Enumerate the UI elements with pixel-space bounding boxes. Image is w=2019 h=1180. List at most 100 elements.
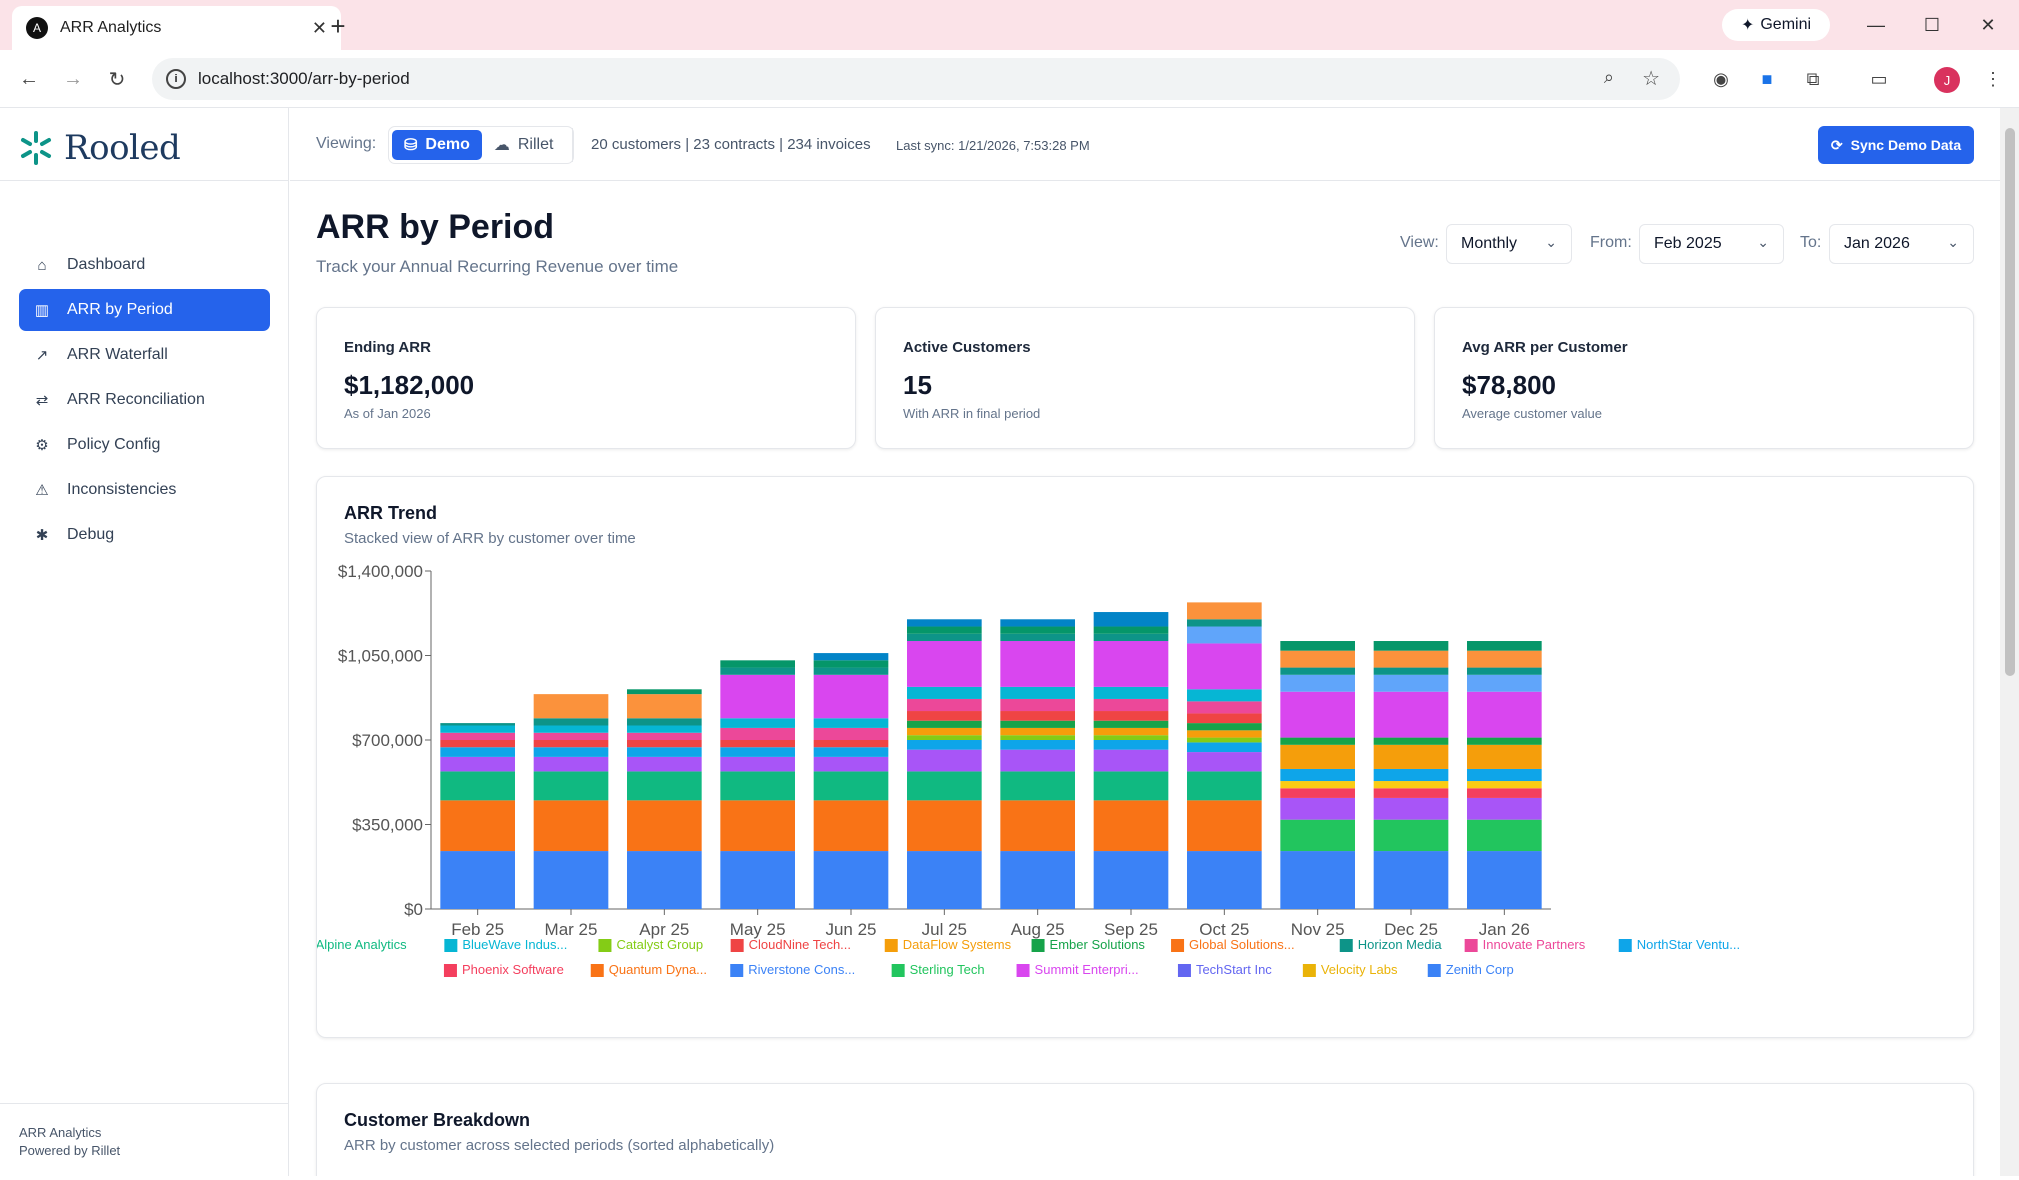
bar-segment bbox=[1467, 737, 1542, 745]
bar-segment bbox=[533, 725, 609, 733]
legend-label: Sterling Tech bbox=[910, 962, 985, 977]
minimize-window-button[interactable]: — bbox=[1867, 14, 1885, 35]
y-tick-label: $1,050,000 bbox=[338, 647, 423, 666]
legend-label: TechStart Inc bbox=[1196, 962, 1272, 977]
bar-segment bbox=[1093, 851, 1169, 909]
card-note: Average customer value bbox=[1462, 406, 1602, 421]
menu-dots-icon[interactable]: ⋮ bbox=[1984, 68, 2002, 89]
bar-segment bbox=[1280, 641, 1355, 651]
bar-segment bbox=[440, 723, 515, 726]
sidebar: Rooled ⌂ Dashboard ▥ ARR by Period ↗ ARR… bbox=[0, 108, 289, 1176]
forward-button[interactable]: → bbox=[63, 67, 83, 90]
legend-label: NorthStar Ventu... bbox=[1637, 937, 1740, 952]
bar-segment bbox=[1373, 797, 1449, 820]
sync-demo-data-button[interactable]: ⟳ Sync Demo Data bbox=[1818, 126, 1974, 164]
legend-label: Innovate Partners bbox=[1483, 937, 1586, 952]
sidebar-item-policy-config[interactable]: ⚙ Policy Config bbox=[19, 424, 270, 466]
app-logo[interactable]: Rooled bbox=[18, 128, 181, 168]
back-button[interactable]: ← bbox=[19, 67, 39, 90]
extensions-puzzle-icon[interactable]: ⧉ bbox=[1806, 68, 1820, 89]
x-tick-label: Feb 25 bbox=[451, 920, 504, 939]
browser-tab[interactable]: A ARR Analytics ✕ bbox=[12, 6, 341, 50]
sidebar-item-arr-waterfall[interactable]: ↗ ARR Waterfall bbox=[19, 334, 270, 376]
y-tick-label: $0 bbox=[404, 900, 423, 919]
bar-segment bbox=[907, 686, 982, 699]
card-label: Avg ARR per Customer bbox=[1462, 339, 1628, 356]
bar-segment bbox=[1093, 711, 1169, 721]
topbar-divider bbox=[572, 128, 573, 162]
profile-avatar[interactable]: J bbox=[1934, 67, 1960, 93]
bar-segment bbox=[720, 800, 795, 852]
extension-icon-1[interactable]: ◉ bbox=[1713, 68, 1729, 89]
bar-segment bbox=[1187, 723, 1262, 731]
y-tick-label: $350,000 bbox=[352, 816, 423, 835]
x-tick-label: Jan 26 bbox=[1479, 920, 1530, 939]
bar-segment bbox=[1280, 744, 1355, 769]
bar-segment bbox=[1000, 851, 1075, 909]
bar-segment bbox=[1187, 752, 1262, 772]
legend-swatch bbox=[1016, 964, 1030, 977]
bar-segment bbox=[907, 711, 982, 721]
section-title: Customer Breakdown bbox=[344, 1110, 531, 1130]
tab-search-icon[interactable]: ▭ bbox=[1870, 68, 1888, 89]
bar-segment bbox=[1000, 619, 1075, 627]
last-sync-text: Last sync: 1/21/2026, 7:53:28 PM bbox=[896, 138, 1090, 153]
page-scrollbar[interactable] bbox=[2000, 108, 2019, 1176]
demo-source-button[interactable]: ⛁ Demo bbox=[392, 130, 482, 160]
from-select[interactable]: Feb 2025 ⌄ bbox=[1639, 224, 1784, 264]
sidebar-item-arr-reconciliation[interactable]: ⇄ ARR Reconciliation bbox=[19, 379, 270, 421]
extension-icon-2[interactable]: ■ bbox=[1761, 68, 1773, 89]
scrollbar-thumb[interactable] bbox=[2005, 128, 2015, 676]
sidebar-item-arr-by-period[interactable]: ▥ ARR by Period bbox=[19, 289, 270, 331]
close-tab-icon[interactable]: ✕ bbox=[311, 17, 327, 38]
bar-segment bbox=[1467, 797, 1542, 820]
maximize-window-button[interactable]: ☐ bbox=[1923, 14, 1941, 35]
bar-segment bbox=[1467, 691, 1542, 738]
bar-segment bbox=[1373, 667, 1449, 675]
bar-segment bbox=[1093, 686, 1169, 699]
bar-segment bbox=[1000, 641, 1075, 687]
bar-segment bbox=[813, 740, 889, 748]
site-info-icon[interactable]: i bbox=[166, 69, 186, 89]
sidebar-nav: ⌂ Dashboard ▥ ARR by Period ↗ ARR Waterf… bbox=[19, 244, 270, 559]
bar-segment bbox=[1187, 602, 1262, 620]
bar-segment bbox=[1093, 633, 1169, 642]
legend-swatch bbox=[1464, 939, 1478, 952]
view-select[interactable]: Monthly ⌄ bbox=[1446, 224, 1572, 264]
bar-segment bbox=[1373, 691, 1449, 738]
rillet-source-button[interactable]: ☁ Rillet bbox=[482, 130, 566, 160]
bookmark-star-icon[interactable]: ☆ bbox=[1642, 68, 1660, 90]
bar-segment bbox=[1373, 737, 1449, 745]
to-select[interactable]: Jan 2026 ⌄ bbox=[1829, 224, 1974, 264]
bar-segment bbox=[1280, 781, 1355, 789]
x-tick-label: Dec 25 bbox=[1384, 920, 1438, 939]
address-bar[interactable]: i localhost:3000/arr-by-period ⌕ ☆ bbox=[152, 58, 1680, 100]
bar-segment bbox=[813, 747, 889, 757]
bar-segment bbox=[1467, 781, 1542, 789]
reload-button[interactable]: ↻ bbox=[108, 68, 126, 91]
bar-segment bbox=[440, 740, 515, 748]
new-tab-button[interactable]: + bbox=[330, 10, 346, 41]
bar-segment bbox=[1373, 781, 1449, 789]
sidebar-item-inconsistencies[interactable]: ⚠ Inconsistencies bbox=[19, 469, 270, 511]
sidebar-item-dashboard[interactable]: ⌂ Dashboard bbox=[19, 244, 270, 286]
gemini-button[interactable]: ✦ Gemini bbox=[1722, 9, 1830, 41]
bar-segment bbox=[1000, 771, 1075, 801]
bar-segment bbox=[1373, 744, 1449, 769]
sidebar-item-debug[interactable]: ✱ Debug bbox=[19, 514, 270, 556]
zoom-icon[interactable]: ⌕ bbox=[1603, 67, 1614, 87]
demo-label: Demo bbox=[425, 136, 470, 153]
bar-segment bbox=[1280, 650, 1355, 668]
bar-segment bbox=[1187, 643, 1262, 690]
bar-segment bbox=[1467, 819, 1542, 852]
view-label: View: bbox=[1400, 234, 1439, 251]
bar-segment bbox=[813, 667, 889, 675]
active-customers-card: Active Customers 15 With ARR in final pe… bbox=[875, 307, 1415, 449]
bar-segment bbox=[720, 667, 795, 675]
bar-segment bbox=[627, 732, 702, 740]
app-topbar: Viewing: ⛁ Demo ☁ Rillet 20 customers | 23… bbox=[290, 108, 2000, 181]
bar-segment bbox=[907, 641, 982, 687]
footer-app-name: ARR Analytics bbox=[19, 1125, 102, 1140]
close-window-button[interactable]: ✕ bbox=[1980, 14, 1996, 35]
bar-segment bbox=[1467, 667, 1542, 675]
